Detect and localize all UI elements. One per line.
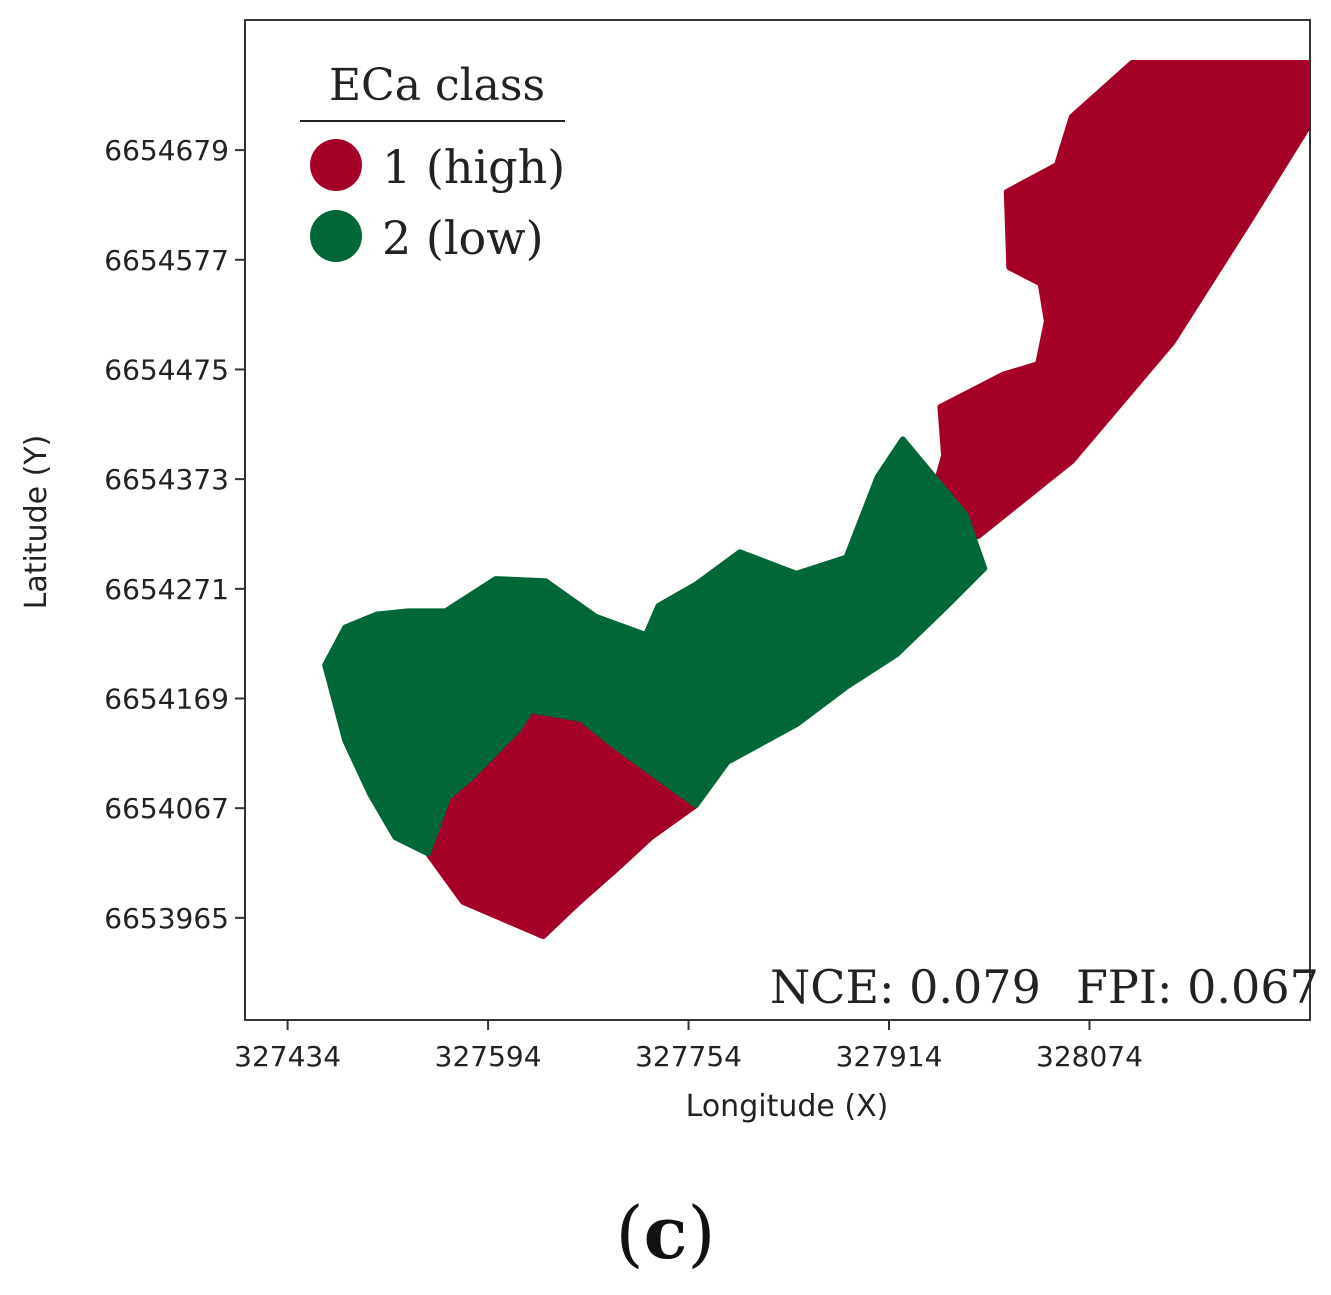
y-axis-title: Latitude (Y) [19, 435, 54, 610]
y-tick-label-6: 6654067 [104, 792, 229, 825]
zone-high-1 [943, 382, 1032, 480]
x-axis-title: Longitude (X) [686, 1089, 889, 1124]
legend-label-low: 2 (low) [382, 211, 544, 265]
y-tick-label-3: 6654373 [104, 463, 229, 496]
legend-label-high: 1 (high) [382, 140, 565, 194]
y-tick-label-5: 6654169 [104, 682, 229, 715]
y-tick-label-1: 6654577 [104, 244, 229, 277]
y-tick-label-2: 6654475 [104, 353, 229, 386]
legend-swatch-high [310, 139, 362, 191]
legend-title: ECa class [329, 60, 545, 111]
x-tick-label-1: 327594 [435, 1040, 542, 1073]
y-tick-label-7: 6653965 [104, 902, 229, 935]
fpi-metric: FPI: 0.067 [1076, 960, 1319, 1014]
nce-metric: NCE: 0.079 [770, 960, 1041, 1014]
panel-label-letter: c [643, 1190, 688, 1275]
axis-ticks: 327434 327594 327754 327914 328074 6654679 665… [104, 134, 1143, 1073]
x-tick-label-3: 327914 [836, 1040, 943, 1073]
zone-low-0 [322, 436, 988, 857]
panel-label-open: ( [615, 1191, 644, 1275]
x-tick-label-4: 328074 [1036, 1040, 1143, 1073]
eca-class-map: 327434 327594 327754 327914 328074 6654679 665… [19, 19, 1319, 1124]
x-tick-label-2: 327754 [635, 1040, 742, 1073]
panel-label: (c) [0, 1190, 1331, 1275]
x-tick-label-0: 327434 [234, 1040, 341, 1073]
plot-frame [244, 19, 1311, 1021]
y-tick-label-0: 6654679 [104, 134, 229, 167]
y-tick-label-4: 6654271 [104, 573, 229, 606]
zone-polygons [322, 60, 1311, 940]
legend-swatch-low [310, 210, 362, 262]
legend: ECa class 1 (high) 2 (low) [300, 60, 565, 265]
panel-label-close: ) [687, 1191, 716, 1275]
